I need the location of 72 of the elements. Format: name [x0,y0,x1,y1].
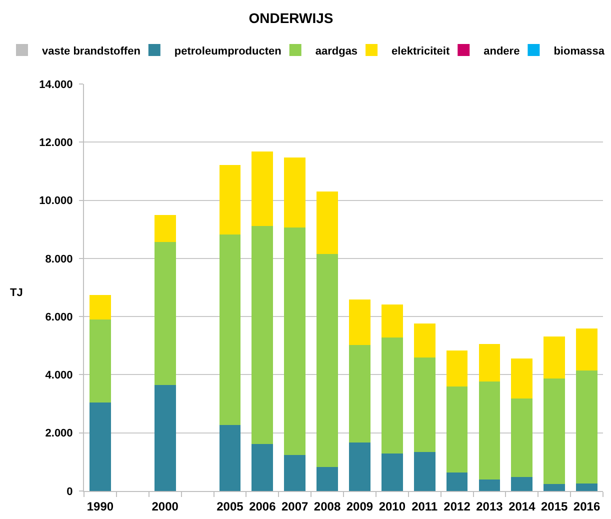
bar [219,425,241,491]
x-tick-label: 2013 [476,499,504,514]
x-tick-label: 2016 [573,499,600,514]
bar [576,370,598,484]
bar [284,228,306,455]
bar [381,338,403,454]
bar [349,442,370,491]
bar [219,234,241,426]
bar [381,454,403,491]
x-tick-label: 2007 [281,499,309,514]
bar [154,384,176,491]
bar [154,242,176,385]
bar [544,378,566,484]
y-tick-label: 0 [66,486,73,498]
legend-label: vaste brandstoffen [42,45,141,58]
bar [90,402,111,491]
bar [90,294,111,320]
bar [576,484,598,491]
bar [154,215,176,242]
x-tick-label: 2008 [314,499,341,514]
bar [446,386,468,472]
bar [446,350,468,387]
bar [576,328,598,371]
bar [316,466,338,491]
bar [511,476,533,491]
x-tick-label: 2011 [412,499,438,514]
y-tick-label: 4.000 [45,370,73,382]
bar [316,254,338,467]
y-tick-label: 6.000 [45,311,73,324]
legend-label: petroleumproducten [174,45,282,58]
bar [414,323,436,358]
bar [90,319,111,402]
bar [219,165,241,235]
bar [511,398,533,477]
x-tick-label: 2010 [378,499,406,514]
legend-label: aardgas [315,45,358,58]
bar [544,484,566,491]
y-tick-label: 2.000 [45,428,73,440]
bar [252,444,274,491]
bar [316,192,338,254]
y-tick-label: 8.000 [45,253,73,266]
bar [414,452,436,491]
bar [478,382,500,480]
bar [478,480,500,491]
bar [414,358,436,452]
x-tick-label: 2009 [346,499,374,514]
bar [511,358,533,399]
x-tick-label: 2015 [540,499,568,514]
bar [446,472,468,491]
x-tick-label: 2006 [249,499,276,514]
bar [284,157,306,228]
bar [349,300,370,346]
x-tick-label: 2012 [444,499,471,514]
bar [284,454,306,491]
bar [544,336,566,378]
bar [478,344,500,382]
x-tick-label: 2000 [152,499,179,514]
x-tick-label: 1990 [86,499,114,514]
y-axis-title: TJ [10,287,23,299]
x-tick-label: 2005 [216,499,244,514]
legend-label: elektriciteit [392,45,450,58]
chart-title: ONDERWIJS [248,10,334,26]
legend-label: andere [484,45,520,58]
y-tick-label: 14.000 [39,78,73,91]
y-tick-label: 12.000 [39,136,73,149]
bar [381,304,403,338]
y-tick-label: 10.000 [39,195,73,208]
bar [349,345,370,443]
bar [252,152,274,226]
bar [252,226,274,444]
legend-label: biomassa [554,45,606,58]
x-tick-label: 2014 [508,499,536,514]
